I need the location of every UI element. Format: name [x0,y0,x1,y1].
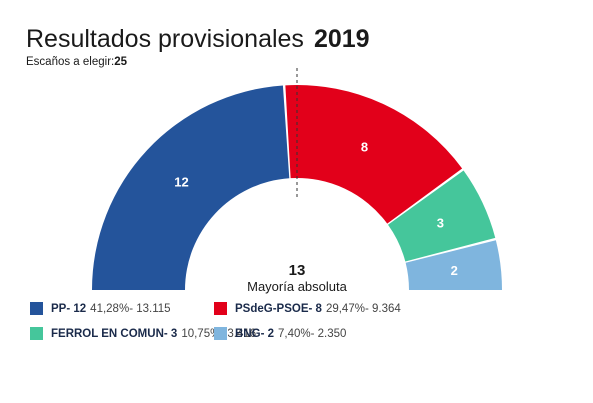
majority-label: Mayoría absoluta [247,279,347,294]
legend-percent: 7,40% [278,327,311,340]
legend-item-psdeg-psoe: PSdeG-PSOE - 8 29,47% - 9.364 [214,302,474,315]
legend-item-bng: BNG - 2 7,40% - 2.350 [214,327,474,340]
legend-votes: 3.416 [227,327,257,340]
legend-seats: 8 [315,302,322,315]
legend-item-ferrol-en-comun: FERROL EN COMUN- 3 10,75%- 3.416 [30,327,256,340]
legend-votes: 2.350 [317,327,347,340]
hemicycle-chart: 12 8 3 2 [92,68,502,290]
legend-seats: 3 [170,327,178,340]
seats-to-elect: Escaños a elegir:25 [26,56,127,68]
legend-swatch [214,302,227,315]
legend-votes: 9.364 [371,302,401,315]
seat-segment-ferrol-en-comun [388,170,496,262]
legend-percent: 10,75% [181,327,221,340]
seat-segment-psdeg-psoe [285,85,463,224]
seat-segment-bng [405,240,502,290]
legend-party: FERROL EN COMUN [51,327,164,340]
seat-label-pp: 12 [174,174,188,189]
seats-value: 25 [114,56,128,68]
legend-party: PP [51,302,67,315]
legend-seats: 12 [73,302,87,315]
title-year: 2019 [313,25,370,53]
seat-segment-pp [92,85,290,290]
legend-swatch [214,327,227,340]
legend-votes: 13.115 [136,302,171,315]
title-text: Resultados provisionales [26,25,304,53]
seat-label-psdeg-psoe: 8 [361,140,368,155]
seat-label-bng: 2 [451,263,458,278]
legend: PP - 12 41,28% - 13.115 PSdeG-PSOE - 8 29,4… [30,302,474,340]
legend-percent: 29,47% [325,302,365,315]
seat-label-ferrol-en-comun: 3 [437,216,444,231]
seats-label: Escaños a elegir: [26,56,115,68]
legend-item-pp: PP - 12 41,28% - 13.115 [30,302,214,315]
legend-swatch [30,327,43,340]
chart-title: Resultados provisionales 2019 [26,24,370,54]
legend-party: BNG [235,327,261,340]
legend-percent: 41,28% [90,302,130,315]
legend-seats: 2 [267,327,274,340]
legend-party: PSdeG-PSOE [235,302,309,315]
legend-swatch [30,302,43,315]
majority-value: 13 [288,262,306,279]
